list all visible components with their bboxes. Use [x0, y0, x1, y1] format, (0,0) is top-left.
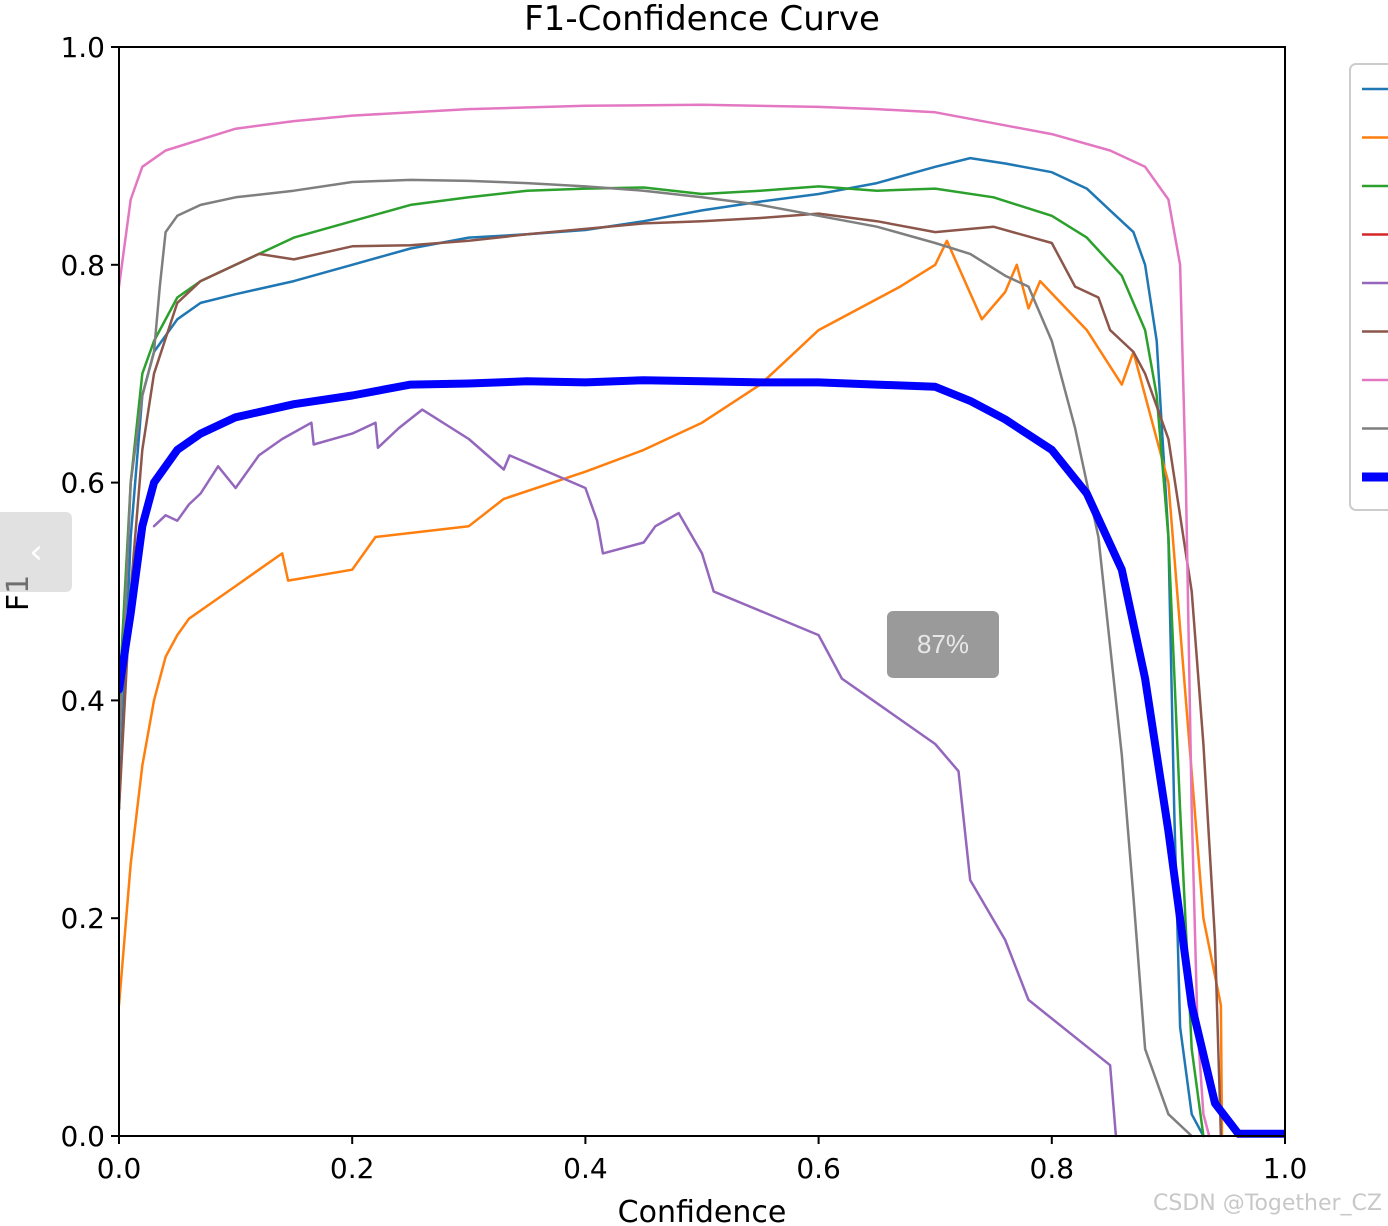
- chart-title: F1-Confidence Curve: [524, 0, 880, 39]
- legend-frame: [1349, 63, 1388, 511]
- series-line-2: [119, 239, 1224, 1138]
- series-line-1: [119, 156, 1205, 1138]
- series-line-6: [119, 103, 1211, 1138]
- x-tick-label: 1.0: [1263, 1152, 1308, 1185]
- series-line-5: [119, 212, 1223, 1138]
- y-tick-label: 0.6: [60, 467, 105, 500]
- y-tick-label: 0.4: [60, 684, 105, 717]
- series-line-7: [119, 178, 1193, 1138]
- x-tick-label: 0.2: [330, 1152, 375, 1185]
- x-axis: 0.0 0.2 0.4 0.6 0.8 1.0: [97, 1136, 1308, 1185]
- zoom-level-badge: 87%: [887, 611, 999, 678]
- y-tick-label: 0.2: [60, 902, 105, 935]
- plot-area: [118, 46, 1286, 1138]
- y-tick-label: 0.0: [60, 1120, 105, 1153]
- series-lines: [119, 103, 1285, 1138]
- legend: [1349, 63, 1388, 511]
- x-axis-label: Confidence: [618, 1195, 787, 1226]
- x-tick-label: 0.4: [563, 1152, 608, 1185]
- series-line-3: [119, 185, 1205, 1138]
- x-tick-label: 0.6: [796, 1152, 841, 1185]
- previous-image-button[interactable]: ‹: [0, 512, 72, 592]
- series-line-8: [119, 376, 1285, 1138]
- y-axis: 0.0 0.2 0.4 0.6 0.8 1.0: [60, 31, 119, 1153]
- series-line-4: [152, 408, 1118, 1138]
- y-tick-label: 0.8: [60, 249, 105, 282]
- y-tick-label: 1.0: [60, 31, 105, 64]
- plot-frame: [118, 46, 1286, 1137]
- x-tick-label: 0.0: [97, 1152, 142, 1185]
- watermark: CSDN @Together_CZ: [1153, 1191, 1382, 1216]
- x-tick-label: 0.8: [1030, 1152, 1075, 1185]
